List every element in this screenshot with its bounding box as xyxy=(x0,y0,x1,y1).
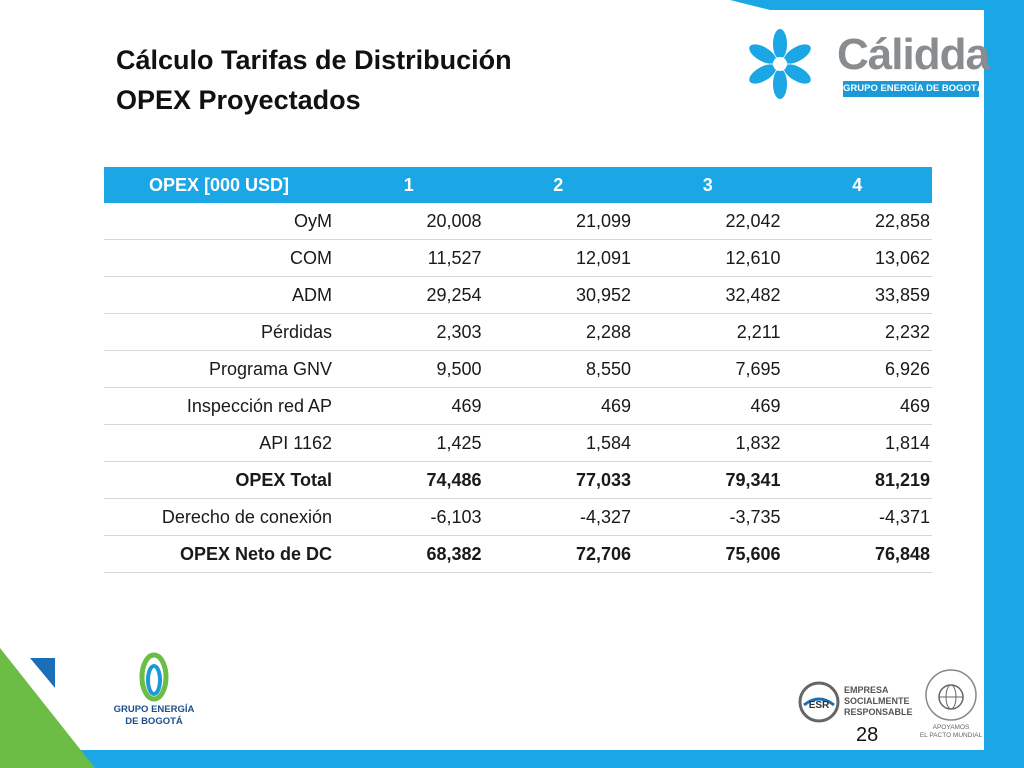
gc-line-1: APOYAMOS xyxy=(932,724,970,731)
table-row: COM 11,527 12,091 12,610 13,062 xyxy=(104,239,932,277)
esr-text: EMPRESA SOCIALMENTE RESPONSABLE xyxy=(844,685,913,718)
opex-table: OPEX [000 USD] 1 2 3 4 OyM 20,008 21,099… xyxy=(104,167,932,573)
cell-value: 81,219 xyxy=(782,461,932,499)
geb-swirl-icon xyxy=(139,652,169,702)
cell-value: 2,303 xyxy=(334,313,484,351)
geb-text-line-1: GRUPO ENERGÍA xyxy=(113,704,195,715)
cell-value: 72,706 xyxy=(483,535,633,573)
cell-value: 32,482 xyxy=(633,276,783,314)
cell-value: 75,606 xyxy=(633,535,783,573)
table-row-total: OPEX Total 74,486 77,033 79,341 81,219 xyxy=(104,461,932,499)
cell-value: 469 xyxy=(633,387,783,425)
global-compact-seal-icon xyxy=(925,669,977,721)
row-label: Programa GNV xyxy=(104,350,334,388)
cell-value: 77,033 xyxy=(483,461,633,499)
cell-value: 33,859 xyxy=(782,276,932,314)
cell-value: 74,486 xyxy=(334,461,484,499)
cell-value: -4,371 xyxy=(782,498,932,536)
header-year-1: 1 xyxy=(334,167,484,203)
cell-value: 469 xyxy=(334,387,484,425)
table-row: ADM 29,254 30,952 32,482 33,859 xyxy=(104,276,932,314)
table-row: Programa GNV 9,500 8,550 7,695 6,926 xyxy=(104,350,932,388)
top-decorative-stripe xyxy=(730,0,1024,10)
cell-value: -4,327 xyxy=(483,498,633,536)
bottom-accent-band xyxy=(0,750,1024,768)
cell-value: 1,425 xyxy=(334,424,484,462)
esr-line-1: EMPRESA xyxy=(844,685,889,695)
cell-value: 79,341 xyxy=(633,461,783,499)
row-label: Pérdidas xyxy=(104,313,334,351)
cell-value: 22,858 xyxy=(782,203,932,240)
row-label: COM xyxy=(104,239,334,277)
cell-value: 76,848 xyxy=(782,535,932,573)
right-band-corner xyxy=(984,0,1024,20)
bottom-left-triangle xyxy=(0,648,95,768)
row-label: Inspección red AP xyxy=(104,387,334,425)
esr-line-2: SOCIALMENTE xyxy=(844,696,910,706)
esr-line-3: RESPONSABLE xyxy=(844,707,913,717)
cell-value: 68,382 xyxy=(334,535,484,573)
cell-value: 9,500 xyxy=(334,350,484,388)
opex-table-header-row: OPEX [000 USD] 1 2 3 4 xyxy=(104,167,932,203)
cell-value: 12,091 xyxy=(483,239,633,277)
geb-text: GRUPO ENERGÍA DE BOGOTÁ xyxy=(104,704,204,728)
cell-value: 22,042 xyxy=(633,203,783,240)
page-number: 28 xyxy=(856,724,879,746)
row-label: OPEX Neto de DC xyxy=(104,535,334,573)
table-row: Inspección red AP 469 469 469 469 xyxy=(104,387,932,425)
cell-value: 6,926 xyxy=(782,350,932,388)
table-row: Pérdidas 2,303 2,288 2,211 2,232 xyxy=(104,313,932,351)
row-label: API 1162 xyxy=(104,424,334,462)
cell-value: 29,254 xyxy=(334,276,484,314)
header-year-2: 2 xyxy=(483,167,633,203)
esr-badge-icon: ESR xyxy=(798,681,840,723)
cell-value: 13,062 xyxy=(782,239,932,277)
cell-value: 469 xyxy=(483,387,633,425)
cell-value: 11,527 xyxy=(334,239,484,277)
row-label: OyM xyxy=(104,203,334,240)
cell-value: 1,814 xyxy=(782,424,932,462)
geb-footer-logo: GRUPO ENERGÍA DE BOGOTÁ xyxy=(104,652,204,732)
row-label: Derecho de conexión xyxy=(104,498,334,536)
geb-text-line-2: DE BOGOTÁ xyxy=(125,716,183,727)
table-row-net-total: OPEX Neto de DC 68,382 72,706 75,606 76,… xyxy=(104,535,932,573)
cell-value: 12,610 xyxy=(633,239,783,277)
cell-value: 1,584 xyxy=(483,424,633,462)
cell-value: 469 xyxy=(782,387,932,425)
calidda-wordmark: Cálidda xyxy=(837,30,990,79)
slide-title: Cálculo Tarifas de Distribución OPEX Pro… xyxy=(116,40,512,120)
header-opex-units: OPEX [000 USD] xyxy=(104,167,334,203)
cell-value: 21,099 xyxy=(483,203,633,240)
cell-value: 2,211 xyxy=(633,313,783,351)
header-year-3: 3 xyxy=(633,167,783,203)
title-line-2: OPEX Proyectados xyxy=(116,85,361,115)
calidda-tagline: GRUPO ENERGÍA DE BOGOTÁ xyxy=(843,81,984,97)
cell-value: 2,232 xyxy=(782,313,932,351)
cell-value: 1,832 xyxy=(633,424,783,462)
row-label: ADM xyxy=(104,276,334,314)
header-year-4: 4 xyxy=(782,167,932,203)
cell-value: 8,550 xyxy=(483,350,633,388)
row-label: OPEX Total xyxy=(104,461,334,499)
cell-value: 7,695 xyxy=(633,350,783,388)
cell-value: 30,952 xyxy=(483,276,633,314)
title-line-1: Cálculo Tarifas de Distribución xyxy=(116,45,512,75)
calidda-flower-icon xyxy=(749,29,811,99)
cell-value: 20,008 xyxy=(334,203,484,240)
esr-logo: ESR EMPRESA SOCIALMENTE RESPONSABLE xyxy=(798,681,913,723)
global-compact-text: APOYAMOS EL PACTO MUNDIAL xyxy=(916,724,986,740)
cell-value: 2,288 xyxy=(483,313,633,351)
table-row: Derecho de conexión -6,103 -4,327 -3,735… xyxy=(104,498,932,536)
table-row: API 1162 1,425 1,584 1,832 1,814 xyxy=(104,424,932,462)
right-accent-band xyxy=(984,0,1024,768)
gc-line-2: EL PACTO MUNDIAL xyxy=(919,732,983,739)
cell-value: -6,103 xyxy=(334,498,484,536)
cell-value: -3,735 xyxy=(633,498,783,536)
table-row: OyM 20,008 21,099 22,042 22,858 xyxy=(104,203,932,240)
svg-text:ESR: ESR xyxy=(809,700,830,711)
global-compact-logo: APOYAMOS EL PACTO MUNDIAL xyxy=(916,668,986,742)
calidda-logo: Cálidda GRUPO ENERGÍA DE BOGOTÁ xyxy=(740,24,990,104)
